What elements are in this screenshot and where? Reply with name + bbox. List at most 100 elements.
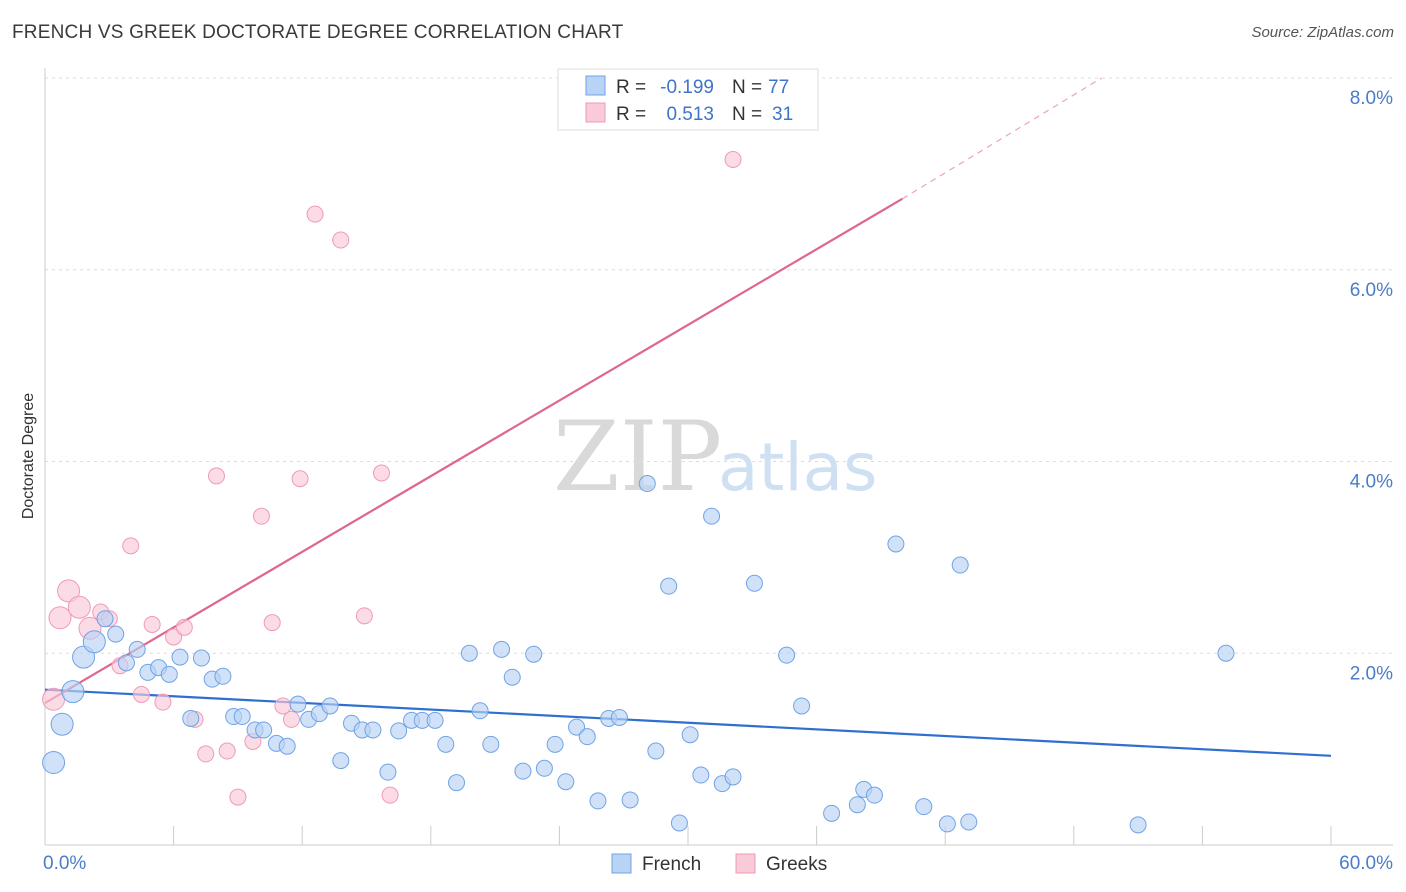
french-point bbox=[848, 796, 866, 814]
french-point bbox=[117, 654, 135, 672]
greeks-point bbox=[218, 742, 236, 760]
greeks-point bbox=[724, 150, 742, 168]
french-point bbox=[670, 814, 688, 832]
y-axis-label: Doctorate Degree bbox=[20, 393, 37, 519]
french-point bbox=[160, 665, 178, 683]
french-point bbox=[42, 751, 66, 775]
french-point bbox=[610, 708, 628, 726]
series-legend: French Greeks bbox=[611, 853, 827, 875]
french-point bbox=[437, 735, 455, 753]
french-point bbox=[107, 625, 125, 643]
french-point bbox=[289, 695, 307, 713]
x-tick-label-max: 60.0% bbox=[1339, 853, 1393, 874]
french-point bbox=[621, 791, 639, 809]
french-point bbox=[128, 640, 146, 658]
french-point bbox=[503, 668, 521, 686]
french-point bbox=[96, 610, 114, 628]
french-point bbox=[278, 737, 296, 755]
greeks-point bbox=[229, 788, 247, 806]
greeks-point bbox=[197, 745, 215, 763]
y-tick-label: 6.0% bbox=[1350, 280, 1393, 301]
french-point bbox=[938, 815, 956, 833]
french-point bbox=[915, 798, 933, 816]
greeks-point bbox=[132, 685, 150, 703]
bottom-legend-swatch-french bbox=[611, 853, 632, 874]
greeks-point bbox=[67, 595, 91, 619]
french-point bbox=[578, 728, 596, 746]
y-tick-label: 8.0% bbox=[1350, 88, 1393, 109]
french-point bbox=[514, 762, 532, 780]
greeks-point bbox=[42, 687, 66, 711]
french-point bbox=[793, 697, 811, 715]
french-point bbox=[482, 735, 500, 753]
y-tick-label: 2.0% bbox=[1350, 663, 1393, 684]
legend-swatch-greeks bbox=[585, 102, 606, 123]
french-point bbox=[703, 507, 721, 525]
source-label: Source: ZipAtlas.com bbox=[1251, 24, 1394, 41]
french-point bbox=[638, 475, 656, 493]
watermark-zip: ZIP bbox=[553, 401, 722, 513]
french-point bbox=[589, 792, 607, 810]
french-point bbox=[660, 577, 678, 595]
greeks-point bbox=[207, 467, 225, 485]
french-point bbox=[823, 804, 841, 822]
french-point bbox=[724, 768, 742, 786]
french-point bbox=[233, 708, 251, 726]
french-point bbox=[557, 773, 575, 791]
french-point bbox=[192, 649, 210, 667]
french-point bbox=[460, 644, 478, 662]
french-point bbox=[379, 763, 397, 781]
french-point bbox=[332, 752, 350, 770]
greeks-point bbox=[57, 579, 81, 603]
french-point bbox=[214, 667, 232, 685]
greeks-point bbox=[48, 606, 72, 630]
legend-r-value-greeks: 0.513 bbox=[666, 104, 714, 125]
french-point bbox=[61, 680, 85, 704]
y-tick-label: 4.0% bbox=[1350, 472, 1393, 493]
french-point bbox=[546, 735, 564, 753]
x-tick-label-min: 0.0% bbox=[43, 853, 86, 874]
french-point bbox=[255, 721, 273, 739]
legend-r-value-french: -0.199 bbox=[660, 77, 714, 98]
greeks-point bbox=[252, 507, 270, 525]
greeks-point bbox=[143, 615, 161, 633]
greeks-point bbox=[165, 628, 183, 646]
french-point bbox=[647, 742, 665, 760]
french-point bbox=[448, 774, 466, 792]
legend-r-label-french: R = bbox=[616, 77, 646, 98]
bottom-legend-swatch-greeks bbox=[735, 853, 756, 874]
french-point bbox=[82, 630, 106, 654]
french-point bbox=[692, 766, 710, 784]
french-point bbox=[171, 648, 189, 666]
legend-r-label-greeks: R = bbox=[616, 104, 646, 125]
french-point bbox=[50, 712, 74, 736]
legend-swatch-french bbox=[585, 75, 606, 96]
greeks-point bbox=[175, 618, 193, 636]
bottom-legend-label-french: French bbox=[642, 854, 701, 875]
french-point bbox=[493, 640, 511, 658]
bottom-legend-label-greeks: Greeks bbox=[766, 854, 827, 875]
french-point bbox=[390, 722, 408, 740]
french-point bbox=[568, 718, 586, 736]
greeks-point bbox=[263, 614, 281, 632]
trendline-greeks bbox=[44, 197, 903, 705]
french-point bbox=[951, 556, 969, 574]
greeks-point bbox=[122, 537, 140, 555]
greeks-point bbox=[355, 607, 373, 625]
trendline-greeks-extension bbox=[902, 77, 1102, 200]
greeks-point bbox=[381, 786, 399, 804]
greeks-point bbox=[332, 231, 350, 249]
french-point bbox=[471, 702, 489, 720]
french-point bbox=[865, 786, 883, 804]
trendline-french bbox=[44, 688, 1332, 757]
french-point bbox=[887, 535, 905, 553]
legend-n-label-french: N = bbox=[732, 77, 762, 98]
french-point bbox=[1129, 816, 1147, 834]
french-point bbox=[1217, 644, 1235, 662]
legend-n-value-french: 77 bbox=[768, 77, 789, 98]
legend-n-label-greeks: N = bbox=[732, 104, 762, 125]
legend-n-value-greeks: 31 bbox=[772, 104, 793, 125]
french-point bbox=[778, 646, 796, 664]
greeks-point bbox=[291, 470, 309, 488]
